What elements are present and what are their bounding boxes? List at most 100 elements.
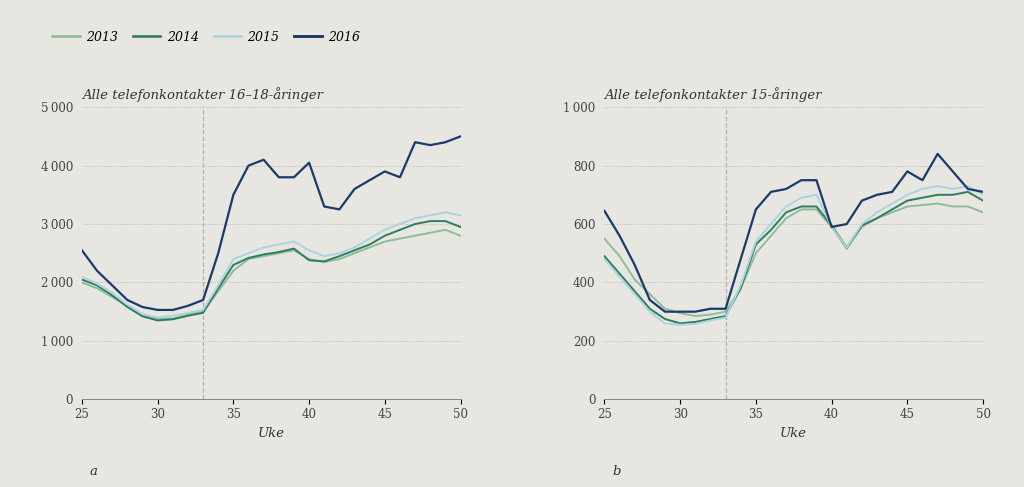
2013 [409, 233, 421, 239]
2016 [750, 206, 762, 212]
2014 [167, 317, 179, 322]
2014 [613, 271, 626, 277]
2013 [152, 316, 164, 321]
2015 [182, 310, 195, 316]
Line: 2013: 2013 [604, 204, 983, 316]
2013 [765, 233, 777, 239]
2015 [455, 212, 467, 218]
2013 [932, 201, 944, 206]
2013 [424, 230, 436, 236]
2015 [810, 192, 822, 198]
2016 [303, 160, 315, 166]
2016 [613, 233, 626, 239]
2014 [152, 318, 164, 323]
2015 [394, 221, 407, 227]
2014 [780, 209, 793, 215]
2016 [76, 247, 88, 253]
2015 [598, 256, 610, 262]
2015 [977, 192, 989, 198]
2015 [796, 195, 808, 201]
2014 [796, 204, 808, 209]
2015 [689, 321, 701, 327]
2016 [705, 306, 717, 312]
2016 [932, 151, 944, 157]
Line: 2013: 2013 [82, 230, 461, 318]
2015 [658, 320, 671, 326]
2014 [870, 215, 883, 221]
2014 [364, 242, 376, 247]
2014 [962, 189, 974, 195]
2015 [613, 274, 626, 280]
2015 [629, 291, 641, 297]
2013 [197, 309, 209, 315]
2016 [348, 186, 360, 192]
2013 [796, 206, 808, 212]
2013 [227, 268, 240, 274]
2016 [121, 297, 133, 303]
2014 [243, 255, 255, 261]
2014 [841, 244, 853, 250]
2015 [765, 221, 777, 227]
2014 [720, 313, 732, 319]
2014 [136, 314, 148, 319]
2016 [658, 309, 671, 315]
2013 [136, 312, 148, 318]
2013 [121, 303, 133, 309]
2014 [765, 227, 777, 233]
2015 [825, 224, 838, 230]
2015 [750, 239, 762, 244]
2014 [257, 251, 269, 257]
2013 [439, 227, 452, 233]
Text: a: a [89, 465, 97, 478]
2016 [227, 192, 240, 198]
2014 [977, 198, 989, 204]
2015 [318, 253, 331, 259]
2016 [288, 174, 300, 180]
2013 [288, 247, 300, 253]
2014 [932, 192, 944, 198]
2013 [333, 256, 345, 262]
2015 [121, 302, 133, 308]
2016 [946, 169, 958, 174]
2015 [409, 215, 421, 221]
2015 [303, 247, 315, 253]
2013 [348, 250, 360, 256]
2014 [439, 218, 452, 224]
X-axis label: Uke: Uke [780, 427, 807, 440]
2015 [901, 192, 913, 198]
2016 [674, 309, 686, 315]
2015 [379, 227, 391, 233]
2015 [364, 236, 376, 242]
2016 [394, 174, 407, 180]
2013 [689, 313, 701, 319]
Line: 2015: 2015 [604, 186, 983, 325]
2015 [333, 250, 345, 256]
2015 [870, 209, 883, 215]
2015 [780, 204, 793, 209]
2016 [182, 303, 195, 309]
2016 [962, 186, 974, 192]
2016 [796, 177, 808, 183]
2016 [689, 309, 701, 315]
2014 [333, 253, 345, 259]
2013 [76, 280, 88, 285]
2014 [106, 292, 119, 298]
Line: 2016: 2016 [604, 154, 983, 312]
2014 [946, 192, 958, 198]
2016 [439, 139, 452, 145]
2013 [318, 259, 331, 265]
2015 [424, 212, 436, 218]
2013 [629, 277, 641, 282]
2013 [91, 285, 103, 291]
Text: Alle telefonkontakter 16–18-åringer: Alle telefonkontakter 16–18-åringer [82, 87, 323, 102]
2013 [825, 224, 838, 230]
2013 [106, 294, 119, 300]
Line: 2016: 2016 [82, 136, 461, 310]
2015 [243, 250, 255, 256]
2013 [658, 306, 671, 312]
2016 [167, 307, 179, 313]
2014 [629, 288, 641, 294]
2015 [288, 239, 300, 244]
2013 [780, 215, 793, 221]
2015 [841, 244, 853, 250]
